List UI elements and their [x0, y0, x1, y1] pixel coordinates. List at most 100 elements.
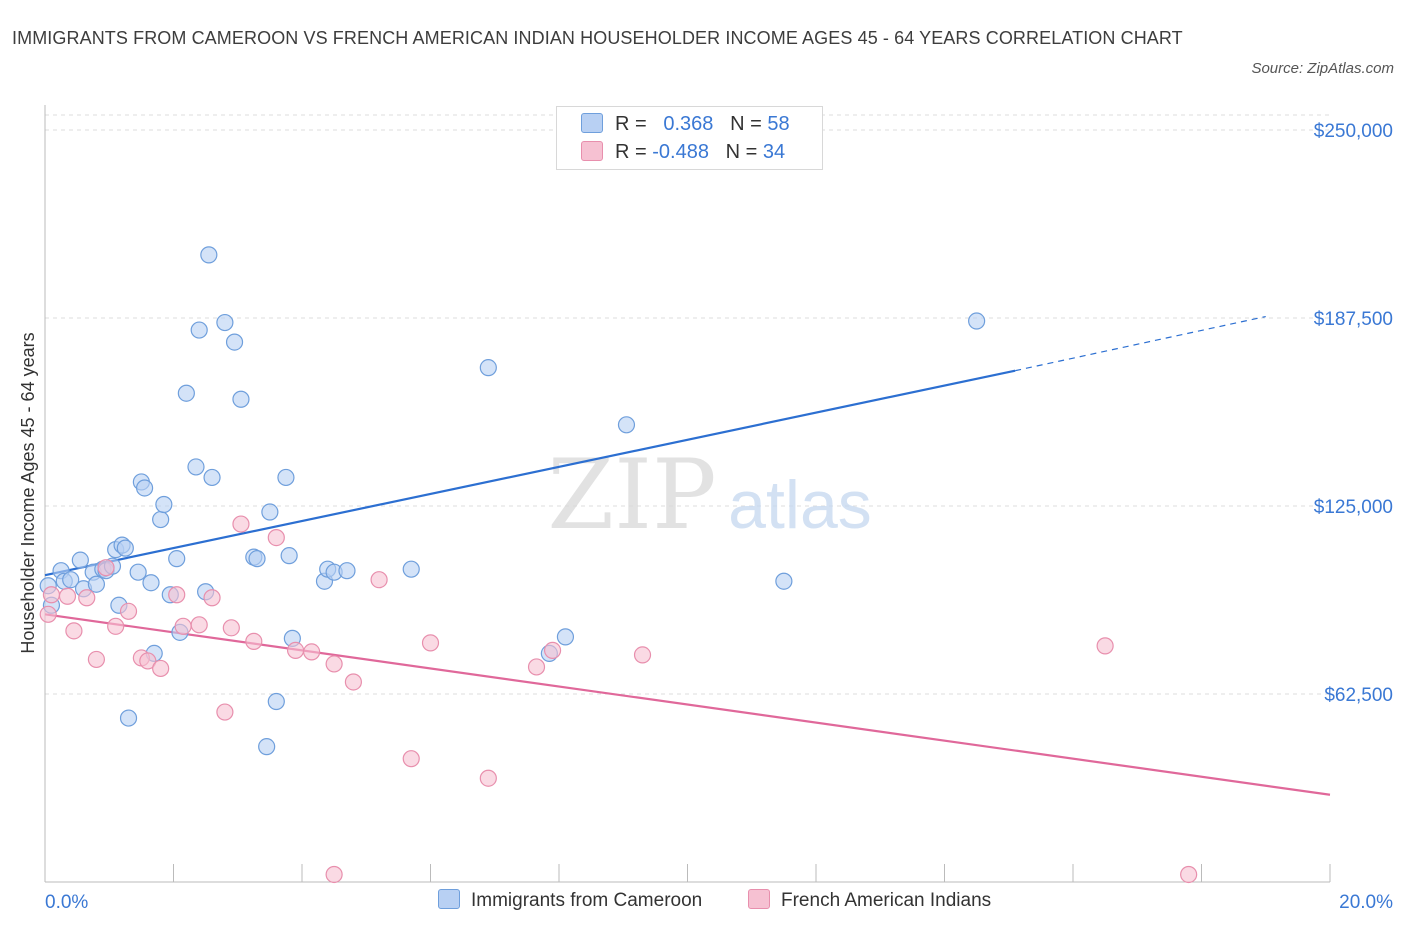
point-cameroon — [62, 571, 80, 589]
point-cameroon — [479, 359, 497, 377]
point-french-american-indian — [267, 529, 285, 547]
point-french-american-indian — [303, 643, 321, 661]
y-tick-label: $250,000 — [1314, 121, 1393, 142]
point-cameroon — [152, 510, 170, 529]
chart-title: IMMIGRANTS FROM CAMEROON VS FRENCH AMERI… — [12, 28, 1183, 48]
y-tick-label: $125,000 — [1314, 497, 1393, 518]
legend-row-cameroon: R = 0.368 N = 58 — [581, 113, 790, 137]
point-french-american-indian — [58, 587, 77, 605]
point-french-american-indian — [421, 634, 440, 652]
point-french-american-indian — [42, 586, 61, 604]
legend-swatch-pink — [748, 889, 770, 909]
x-tick-label-max: 20.0% — [1339, 892, 1393, 913]
legend-r-value: -0.488 — [652, 141, 709, 163]
point-cameroon — [190, 321, 208, 339]
point-french-american-indian — [286, 641, 305, 659]
point-cameroon — [71, 551, 89, 569]
point-french-american-indian — [245, 632, 263, 650]
point-cameroon — [119, 709, 138, 727]
point-cameroon — [775, 572, 793, 590]
point-cameroon — [338, 562, 356, 580]
stats-legend: R = 0.368 N = 58 R = -0.488 N = 34 — [556, 106, 823, 170]
legend-swatch-blue — [581, 113, 603, 133]
axes — [44, 105, 1331, 883]
point-french-american-indian — [107, 617, 125, 635]
point-french-american-indian — [325, 655, 343, 673]
legend-n-value: 34 — [762, 141, 786, 163]
point-french-american-indian — [87, 650, 106, 669]
legend-n-label: N = — [725, 141, 758, 163]
x-tick-label-min: 0.0% — [45, 892, 88, 913]
watermark-zip: ZIP — [547, 439, 716, 551]
point-french-american-indian — [633, 646, 652, 664]
legend-label-cameroon: Immigrants from Cameroon — [471, 890, 703, 911]
point-cameroon — [168, 550, 186, 568]
point-cameroon — [225, 333, 244, 351]
source-credit: Source: ZipAtlas.com — [1251, 60, 1394, 77]
trend-lines — [44, 315, 1331, 796]
point-french-american-indian — [527, 658, 546, 676]
point-french-american-indian — [543, 641, 562, 659]
point-french-american-indian — [78, 589, 96, 607]
point-cameroon — [142, 574, 160, 592]
point-cameroon — [129, 563, 147, 581]
point-cameroon — [135, 479, 154, 497]
y-axis-title: Householder Income Ages 45 - 64 years — [18, 332, 38, 653]
point-french-american-indian — [402, 750, 420, 768]
point-french-american-indian — [168, 586, 186, 604]
point-french-american-indian — [174, 617, 192, 635]
point-cameroon — [277, 468, 295, 487]
legend-r-label: R = — [615, 141, 647, 163]
point-french-american-indian — [152, 659, 170, 678]
point-cameroon — [155, 495, 173, 514]
point-french-american-indian — [222, 619, 240, 637]
point-cameroon — [556, 628, 575, 646]
point-french-american-indian — [479, 769, 497, 787]
point-french-american-indian — [344, 673, 362, 691]
legend-item-cameroon[interactable]: Immigrants from Cameroon — [438, 889, 702, 912]
point-cameroon — [87, 575, 106, 593]
point-cameroon — [402, 560, 420, 578]
point-french-american-indian — [139, 652, 157, 670]
point-cameroon — [267, 692, 285, 711]
trend-line-cameroon-extension — [1015, 315, 1266, 372]
legend-item-french-american-indians[interactable]: French American Indians — [748, 889, 991, 912]
point-cameroon — [187, 458, 205, 476]
point-cameroon — [232, 390, 250, 408]
point-cameroon — [203, 468, 221, 487]
point-cameroon — [261, 503, 279, 521]
point-cameroon — [177, 384, 195, 402]
trend-line-french-american-indians — [44, 613, 1331, 796]
point-french-american-indian — [325, 865, 343, 884]
y-tick-label: $62,500 — [1324, 685, 1393, 706]
point-french-american-indian — [97, 559, 115, 577]
point-french-american-indian — [1180, 865, 1198, 884]
point-french-american-indian — [232, 515, 250, 533]
legend-swatch-pink — [581, 141, 603, 161]
point-cameroon — [200, 246, 218, 264]
point-cameroon — [280, 547, 298, 565]
legend-n-value: 58 — [767, 113, 790, 135]
legend-r-label: R = — [615, 113, 647, 135]
point-french-american-indian — [203, 589, 221, 607]
legend-row-french-american-indians: R = -0.488 N = 34 — [581, 141, 785, 165]
point-cameroon — [617, 416, 636, 434]
legend-label-french-american-indians: French American Indians — [781, 890, 992, 911]
point-french-american-indian — [370, 571, 388, 589]
legend-r-value: 0.368 — [663, 113, 714, 135]
legend-n-label: N = — [730, 113, 762, 135]
point-french-american-indian — [65, 622, 83, 640]
data-points — [39, 118, 1198, 884]
point-french-american-indian — [1096, 637, 1114, 655]
point-cameroon — [116, 539, 134, 557]
watermark-atlas: atlas — [728, 467, 872, 543]
legend-swatch-blue — [438, 889, 460, 909]
point-cameroon — [968, 312, 986, 330]
point-cameroon — [258, 738, 276, 756]
point-french-american-indian — [39, 605, 57, 623]
point-french-american-indian — [190, 616, 208, 634]
point-cameroon — [248, 550, 266, 568]
trend-line-cameroon — [44, 369, 1016, 577]
point-cameroon — [216, 313, 234, 332]
